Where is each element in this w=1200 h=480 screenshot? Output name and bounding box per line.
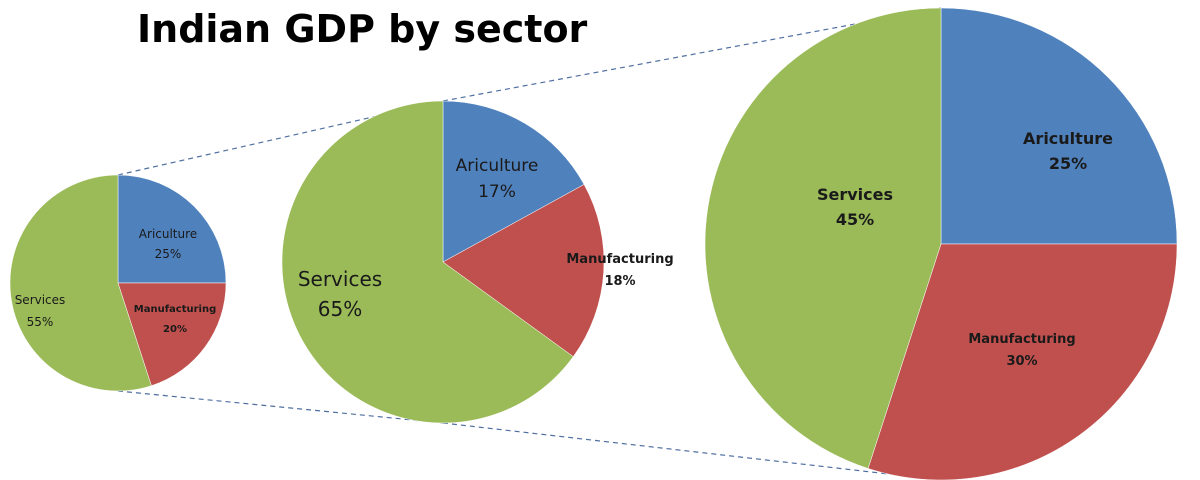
pie-1-value-ariculture: 25% xyxy=(155,247,182,261)
pie-1-slice-services xyxy=(9,174,152,392)
pie-1-label-ariculture: Ariculture xyxy=(139,227,197,241)
pie-2-value-ariculture: 17% xyxy=(478,182,516,202)
pie-1: Ariculture 25% Manufacturing 20% Services 55% xyxy=(9,174,227,392)
pie-1-value-manufacturing: 20% xyxy=(163,324,187,335)
pie-3-label-ariculture: Ariculture xyxy=(1023,129,1113,148)
pie-1-slice-ariculture xyxy=(117,174,227,284)
pie-3: Ariculture 25% Manufacturing 30% Services 45% xyxy=(704,7,1178,480)
pie-2: Ariculture 17% Manufacturing 18% Services 65% xyxy=(281,100,674,424)
connector-line-2-top xyxy=(442,7,942,102)
pie-2-value-manufacturing: 18% xyxy=(604,274,635,289)
pie-3-slice-ariculture xyxy=(940,7,1178,245)
zoom-connector-lines xyxy=(117,7,942,480)
pie-3-label-manufacturing: Manufacturing xyxy=(968,332,1075,347)
pie-3-slice-manufacturing xyxy=(867,243,1178,480)
pie-1-label-manufacturing: Manufacturing xyxy=(134,304,217,315)
pie-3-slice-services xyxy=(704,7,942,469)
connector-line-2-bottom xyxy=(442,422,942,480)
pie-2-value-services: 65% xyxy=(318,297,362,321)
pie-3-value-manufacturing: 30% xyxy=(1006,354,1037,369)
chart-title: Indian GDP by sector xyxy=(137,7,588,51)
connector-line-1-bottom xyxy=(117,390,444,424)
pie-2-label-manufacturing: Manufacturing xyxy=(566,252,673,267)
pie-3-value-services: 45% xyxy=(836,210,874,229)
pie-2-slice-manufacturing xyxy=(442,184,605,357)
pie-1-value-services: 55% xyxy=(27,315,54,329)
pie-2-slice-services xyxy=(281,100,574,424)
pie-3-value-ariculture: 25% xyxy=(1049,154,1087,173)
pie-1-label-services: Services xyxy=(15,293,66,307)
pie-2-slice-ariculture xyxy=(442,100,585,263)
pie-2-label-services: Services xyxy=(298,267,382,291)
connector-line-1-top xyxy=(117,100,444,176)
pie-1-slice-manufacturing xyxy=(117,282,227,387)
pie-group: Ariculture 25% Manufacturing 20% Services 55%… xyxy=(9,7,1178,480)
pie-3-label-services: Services xyxy=(817,185,893,204)
pie-2-label-ariculture: Ariculture xyxy=(456,156,539,176)
